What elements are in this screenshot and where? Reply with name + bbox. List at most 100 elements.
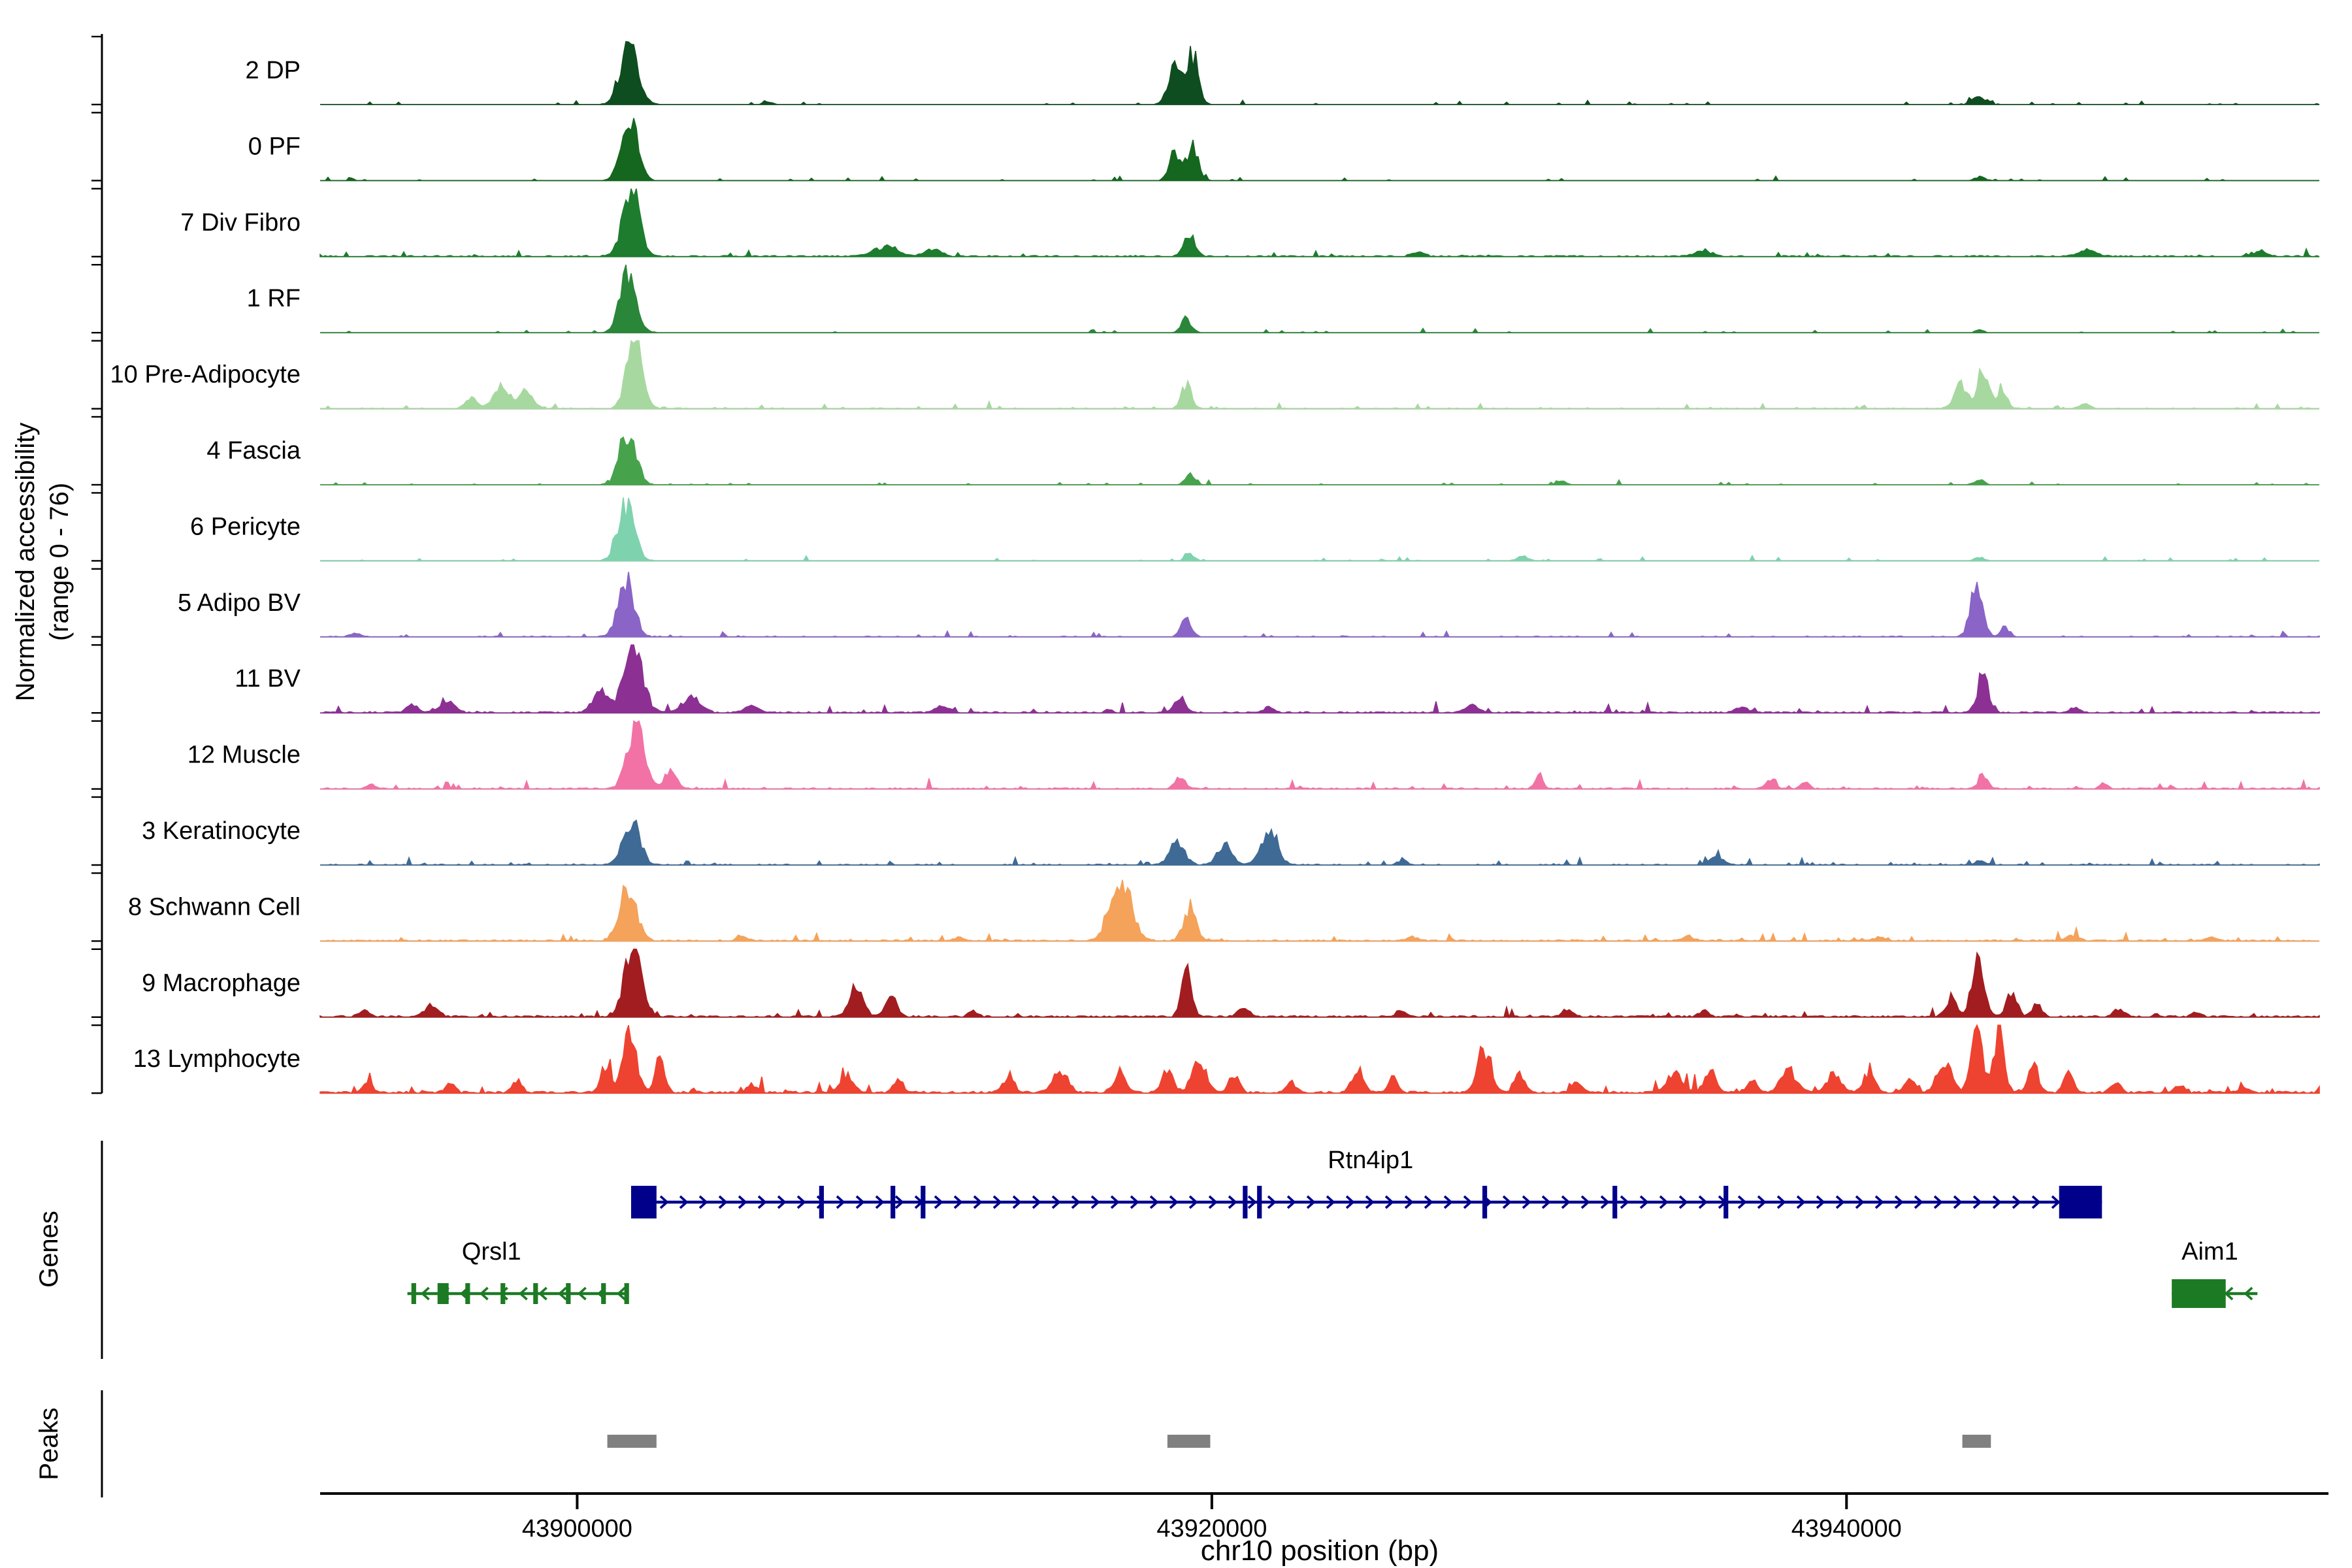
gene-exon-tick xyxy=(1243,1186,1248,1218)
track-label: 7 Div Fibro xyxy=(180,209,301,237)
strand-arrow-icon xyxy=(777,1195,787,1209)
strand-arrow-icon xyxy=(1032,1195,1041,1209)
strand-arrow-icon xyxy=(577,1286,587,1301)
strand-arrow-icon xyxy=(1561,1195,1571,1209)
x-tick-label: 43920000 xyxy=(1156,1515,1267,1543)
y-axis-label-line2: (range 0 - 76) xyxy=(45,483,74,641)
peaks-section-label: Peaks xyxy=(35,1407,63,1480)
track-label: 8 Schwann Cell xyxy=(128,893,301,921)
peak-interval xyxy=(1167,1435,1211,1448)
coverage-area xyxy=(319,949,2320,1019)
track-label: 6 Pericyte xyxy=(190,513,301,540)
strand-arrow-icon xyxy=(1012,1195,1022,1209)
strand-arrow-icon xyxy=(659,1195,669,1209)
strand-arrow-icon xyxy=(836,1195,845,1209)
strand-arrow-icon xyxy=(1855,1195,1865,1209)
strand-arrow-icon xyxy=(1188,1195,1198,1209)
coverage-area xyxy=(319,188,2320,257)
peaks-layer xyxy=(607,1435,1991,1448)
strand-arrow-icon xyxy=(1071,1195,1081,1209)
strand-arrow-icon xyxy=(1639,1195,1649,1209)
strand-arrow-icon xyxy=(616,1286,626,1301)
strand-arrow-icon xyxy=(1345,1195,1355,1209)
coverage-area xyxy=(320,819,2320,866)
coverage-area xyxy=(320,644,2320,714)
gene-exon-tick xyxy=(890,1186,896,1218)
gene-label: Qrsl1 xyxy=(462,1238,521,1266)
strand-arrow-icon xyxy=(1914,1195,1923,1209)
track-label: 12 Muscle xyxy=(188,742,301,769)
gene-exon-tick xyxy=(500,1283,506,1304)
strand-arrow-icon xyxy=(1404,1195,1414,1209)
strand-arrow-icon xyxy=(953,1195,963,1209)
coverage-area xyxy=(320,497,2319,562)
strand-arrow-icon xyxy=(698,1195,708,1209)
strand-arrow-icon xyxy=(1502,1195,1512,1209)
strand-arrow-icon xyxy=(1267,1195,1277,1209)
strand-arrow-icon xyxy=(1933,1195,1943,1209)
peak-interval xyxy=(1962,1435,1991,1448)
strand-arrow-icon xyxy=(1992,1195,2002,1209)
strand-arrow-icon xyxy=(875,1195,885,1209)
strand-arrow-icon xyxy=(1678,1195,1688,1209)
x-tick-label: 43900000 xyxy=(522,1515,632,1543)
strand-arrow-icon xyxy=(1169,1195,1179,1209)
strand-arrow-icon xyxy=(1208,1195,1218,1209)
gene-exon-box xyxy=(2059,1186,2102,1218)
strand-arrow-icon xyxy=(718,1195,728,1209)
strand-arrow-icon xyxy=(894,1195,904,1209)
strand-arrow-icon xyxy=(1443,1195,1453,1209)
y-axis-label-line1: Normalized accessibility xyxy=(11,423,40,702)
gene-exon-tick xyxy=(819,1186,825,1218)
strand-arrow-icon xyxy=(1620,1195,1629,1209)
gene-exon-tick xyxy=(921,1186,926,1218)
strand-arrow-icon xyxy=(1757,1195,1767,1209)
gene-exon-tick xyxy=(1257,1186,1262,1218)
gene-exon-tick xyxy=(533,1283,538,1304)
strand-arrow-icon xyxy=(1130,1195,1139,1209)
gene-exon-tick xyxy=(411,1283,416,1304)
strand-arrow-icon xyxy=(757,1195,767,1209)
strand-arrow-icon xyxy=(1894,1195,1904,1209)
strand-arrow-icon xyxy=(1365,1195,1375,1209)
genes-layer: Rtn4ip1 Qrsl1 Aim1 xyxy=(407,1147,2258,1308)
strand-arrow-icon xyxy=(1149,1195,1159,1209)
strand-arrow-icon xyxy=(1424,1195,1433,1209)
gene-exon-box xyxy=(437,1283,449,1304)
coverage-area xyxy=(320,436,2319,485)
strand-arrow-icon xyxy=(1051,1195,1061,1209)
strand-arrow-icon xyxy=(1384,1195,1394,1209)
strand-arrow-icon xyxy=(855,1195,865,1209)
strand-arrow-icon xyxy=(2051,1195,2061,1209)
strand-arrow-icon xyxy=(1835,1195,1845,1209)
strand-arrow-icon xyxy=(1874,1195,1884,1209)
strand-arrow-icon xyxy=(1972,1195,1982,1209)
track-label: 11 BV xyxy=(235,665,301,693)
track-label: 4 Fascia xyxy=(206,437,301,465)
coverage-area xyxy=(320,879,2319,942)
coverage-area xyxy=(320,720,2320,790)
track-label: 5 Adipo BV xyxy=(178,589,301,617)
gene-exon-box xyxy=(2172,1279,2226,1308)
strand-arrow-icon xyxy=(2244,1286,2253,1301)
strand-arrow-icon xyxy=(518,1286,528,1301)
strand-arrow-icon xyxy=(1306,1195,1316,1209)
strand-arrow-icon xyxy=(934,1195,943,1209)
strand-arrow-icon xyxy=(1522,1195,1531,1209)
track-label: 10 Pre-Adipocyte xyxy=(110,361,301,389)
strand-arrow-icon xyxy=(2012,1195,2021,1209)
track-label: 1 RF xyxy=(247,285,301,312)
x-axis-label: chr10 position (bp) xyxy=(1201,1535,1439,1567)
strand-arrow-icon xyxy=(1541,1195,1551,1209)
strand-arrow-icon xyxy=(1228,1195,1237,1209)
strand-arrow-icon xyxy=(1659,1195,1669,1209)
strand-arrow-icon xyxy=(1090,1195,1100,1209)
strand-arrow-icon xyxy=(420,1286,430,1301)
strand-arrow-icon xyxy=(1600,1195,1610,1209)
track-label: 0 PF xyxy=(248,133,301,160)
peak-interval xyxy=(607,1435,657,1448)
gene-label: Aim1 xyxy=(2181,1238,2238,1266)
strand-arrow-icon xyxy=(973,1195,983,1209)
strand-arrow-icon xyxy=(796,1195,806,1209)
